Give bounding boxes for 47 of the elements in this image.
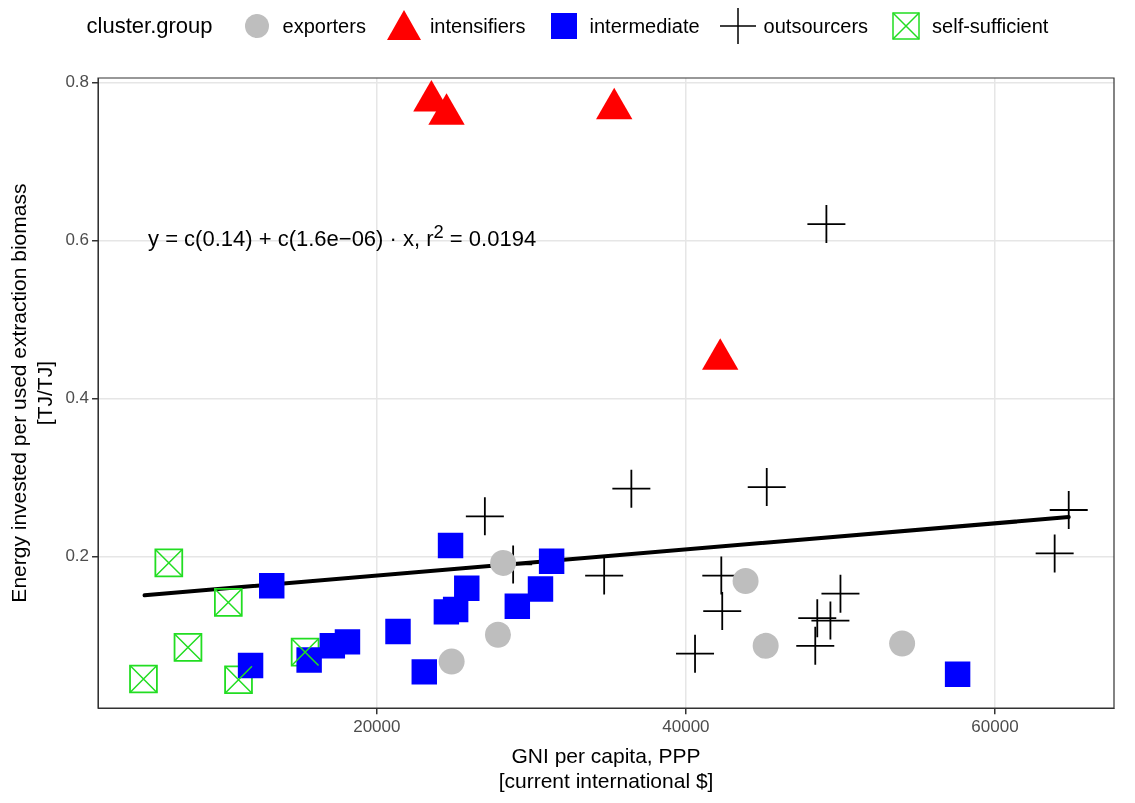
point xyxy=(484,621,511,648)
point xyxy=(490,549,517,576)
legend-label: intensifiers xyxy=(429,14,526,38)
point xyxy=(944,661,971,687)
point xyxy=(437,532,464,559)
legend-title: cluster.group xyxy=(86,13,213,39)
point xyxy=(411,659,437,685)
point xyxy=(438,648,465,675)
point xyxy=(807,205,846,244)
point xyxy=(676,634,715,673)
y-axis-title: Energy invested per used extraction biomass [TJ/TJ] xyxy=(7,183,56,603)
point xyxy=(796,626,835,665)
legend-label: exporters xyxy=(282,14,366,38)
point xyxy=(732,568,759,595)
point xyxy=(454,575,480,601)
x-axis-title: GNI per capita, PPP [current international $] xyxy=(498,744,714,793)
point xyxy=(385,618,411,645)
legend-label: intermediate xyxy=(589,14,700,38)
legend-label: self-sufficient xyxy=(932,14,1049,38)
point xyxy=(889,630,916,657)
point xyxy=(798,599,837,638)
point xyxy=(173,633,203,662)
point xyxy=(612,469,651,508)
point xyxy=(747,468,786,507)
point xyxy=(319,633,346,659)
annotation: y = c(0.14) + c(1.6e−06) · x, r$^{2}$ = 0.0194 xyxy=(148,221,537,253)
point xyxy=(154,548,184,578)
y-tick-label: 0.8 xyxy=(65,72,90,92)
point xyxy=(538,548,565,575)
point xyxy=(1049,490,1088,529)
legend-label: outsourcers xyxy=(763,14,869,38)
x-tick-label: 60000 xyxy=(971,717,1019,737)
point xyxy=(237,652,264,679)
point xyxy=(703,592,742,631)
y-tick-label: 0.6 xyxy=(65,230,90,250)
point xyxy=(527,576,554,602)
point xyxy=(752,632,779,659)
y-tick-label: 0.2 xyxy=(65,546,90,566)
x-tick-label: 40000 xyxy=(662,717,710,737)
y-tick-label: 0.4 xyxy=(65,388,90,408)
point xyxy=(504,593,531,620)
x-tick-label: 20000 xyxy=(353,717,401,737)
point xyxy=(442,596,469,623)
point xyxy=(259,573,285,599)
point xyxy=(129,664,158,694)
point xyxy=(213,588,243,617)
point xyxy=(465,497,504,536)
